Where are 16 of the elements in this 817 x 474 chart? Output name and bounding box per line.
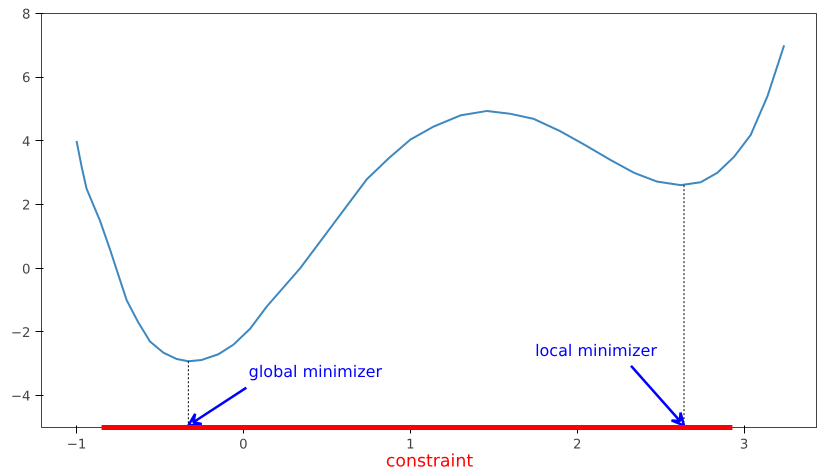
y-tick-label: −2 [10, 326, 31, 341]
x-tick-label: −1 [66, 438, 86, 452]
series-label: constraint [386, 452, 474, 472]
y-tick-label: 2 [22, 198, 31, 214]
x-tick-label: 3 [740, 438, 748, 452]
line-series [76, 44, 786, 362]
annotation: local minimizer [535, 341, 658, 360]
annotation: global minimizer [248, 362, 382, 381]
x-tick-label: 0 [239, 438, 248, 452]
y-tick-label: 6 [22, 71, 31, 86]
y-tick-label: 8 [22, 8, 31, 22]
x-tick-label: 1 [406, 438, 415, 452]
x-tick-label: 2 [572, 438, 582, 452]
y-tick-label: −4 [10, 390, 31, 405]
y-tick-label: 4 [22, 134, 31, 150]
y-tick-label: 0 [22, 262, 31, 278]
